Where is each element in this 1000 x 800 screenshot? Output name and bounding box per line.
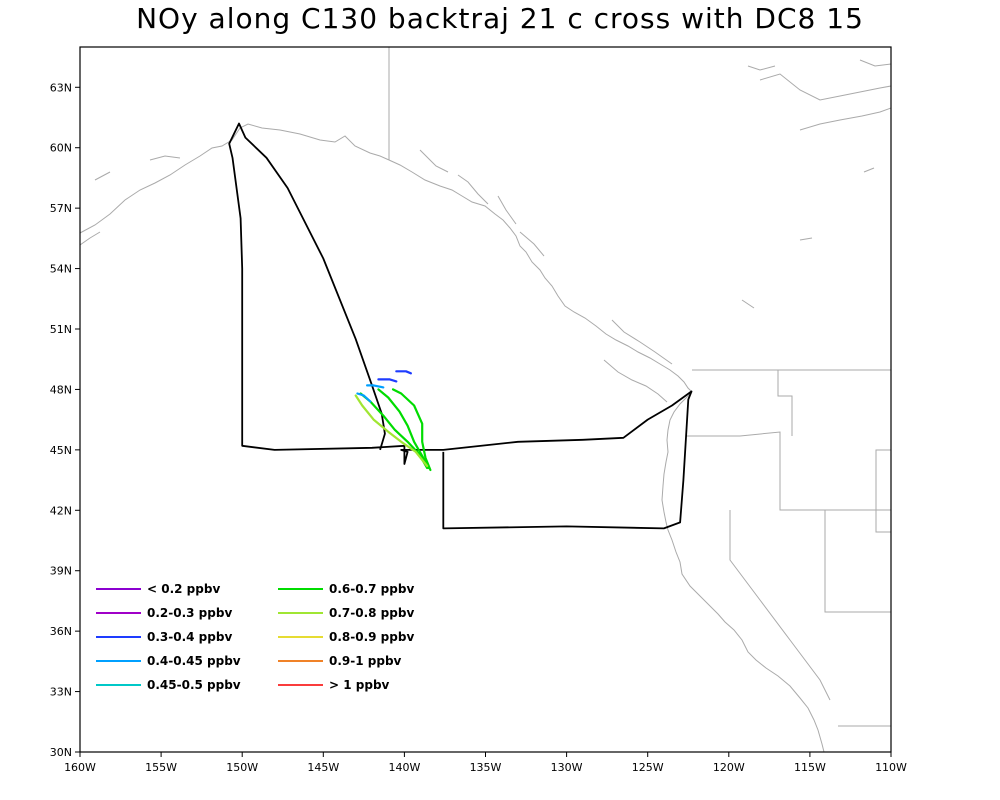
x-tick-label: 125W [632,761,664,774]
trajectory-line [356,392,372,403]
legend-label: < 0.2 ppbv [147,582,220,596]
y-tick-label: 45N [50,444,72,457]
x-tick-label: 145W [307,761,339,774]
y-axis-ticks: 30N 33N 36N 39N 42N 45N 48N 51N 54N 57N 60N 63N [50,81,80,759]
map-title: NOy along C130 backtraj 21 c cross with … [136,2,864,35]
x-tick-label: 120W [713,761,745,774]
flight-track-layer [228,122,693,530]
x-tick-label: 155W [145,761,177,774]
legend-label: > 1 ppbv [329,678,390,692]
legend-label: 0.4-0.45 ppbv [147,654,241,668]
x-tick-label: 110W [875,761,907,774]
legend-label: 0.3-0.4 ppbv [147,630,232,644]
y-tick-label: 42N [50,504,72,517]
y-tick-label: 39N [50,565,72,578]
trajectory-line [377,378,398,383]
y-tick-label: 57N [50,202,72,215]
trajectory-line [391,388,432,472]
trajectory-line [366,384,385,389]
x-tick-label: 115W [794,761,826,774]
trajectory-line [377,388,430,470]
y-tick-label: 63N [50,81,72,94]
x-tick-label: 140W [388,761,420,774]
x-axis-ticks: 160W 155W 150W 145W 140W 135W 130W 125W 120W 115W… [64,752,907,774]
legend-label: 0.6-0.7 ppbv [329,582,414,596]
y-tick-label: 36N [50,625,72,638]
legend-label: 0.45-0.5 ppbv [147,678,241,692]
coastline-layer [80,47,891,752]
x-tick-label: 160W [64,761,96,774]
legend-label: 0.8-0.9 ppbv [329,630,414,644]
legend-label: 0.2-0.3 ppbv [147,606,232,620]
y-tick-label: 33N [50,686,72,699]
legend-label: 0.7-0.8 ppbv [329,606,414,620]
y-tick-label: 60N [50,142,72,155]
x-tick-label: 130W [551,761,583,774]
legend: < 0.2 ppbv 0.2-0.3 ppbv 0.3-0.4 ppbv 0.4-0.… [96,582,414,692]
y-tick-label: 48N [50,383,72,396]
y-tick-label: 30N [50,746,72,759]
trajectory-line [354,394,429,468]
x-tick-label: 135W [470,761,502,774]
trajectory-layer [354,370,432,472]
x-tick-label: 150W [226,761,258,774]
legend-label: 0.9-1 ppbv [329,654,402,668]
plot-frame [79,46,892,753]
flight-track-line [228,122,693,530]
y-tick-label: 51N [50,323,72,336]
trajectory-line [395,370,412,375]
y-tick-label: 54N [50,263,72,276]
